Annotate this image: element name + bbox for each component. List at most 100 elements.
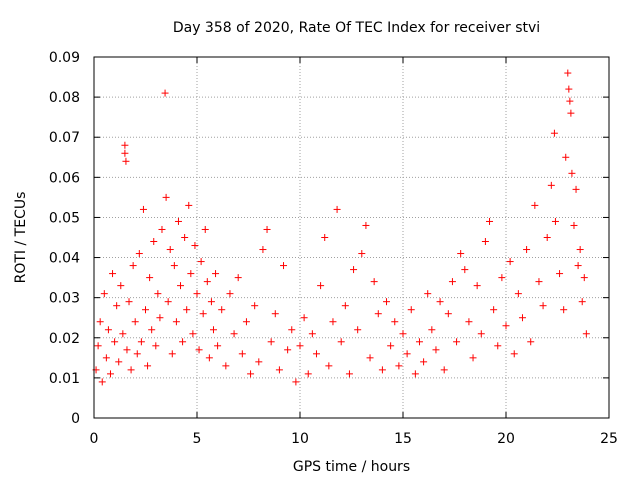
data-point [572,185,580,193]
data-point [259,246,267,254]
data-point [207,298,215,306]
data-point [527,338,535,346]
data-point [345,370,353,378]
data-point [255,358,263,366]
data-point [562,153,570,161]
data-point [181,234,189,241]
data-point [187,270,195,278]
data-point [271,310,279,318]
data-point [133,350,141,358]
data-point [362,221,370,229]
data-point [518,314,526,322]
y-tick-label: 0.01 [49,371,80,387]
data-point [514,290,522,298]
data-point [121,149,129,157]
data-point [403,350,411,358]
data-point [161,89,169,97]
data-point [440,366,448,374]
data-point [378,366,386,374]
data-point [197,258,205,266]
data-point [201,225,209,233]
data-point [370,278,378,286]
data-point [469,354,477,362]
data-point [125,298,133,306]
data-point [481,238,489,246]
data-point [154,290,162,298]
data-point [247,370,255,378]
data-point [106,370,114,378]
data-point [189,330,197,338]
data-point [411,370,419,378]
data-points [92,69,590,386]
grid-lines [94,57,609,418]
data-point [531,201,539,209]
y-tick-label: 0.02 [49,331,80,347]
data-point [242,318,250,326]
data-point [94,342,102,350]
data-point [329,318,337,326]
data-point [98,378,106,386]
data-point [574,262,582,270]
data-point [193,290,201,298]
plot-frame [93,56,610,419]
data-point [185,201,193,209]
data-point [461,266,469,274]
data-point [117,282,125,290]
data-point [539,302,547,310]
x-tick-label: 5 [193,431,202,447]
tick-labels: 0 0.01 0.02 0.03 0.04 0.05 0.06 0.07 0.08 0.09 0 5 1… [49,50,618,447]
data-point [100,290,108,298]
data-point [214,342,222,350]
data-point [428,326,436,334]
data-point [288,326,296,334]
data-point [162,193,170,201]
data-point [424,290,432,298]
data-point [354,326,362,334]
data-point [506,258,514,266]
x-tick-label: 0 [90,431,99,447]
data-point [465,318,473,326]
data-point [137,338,145,346]
data-point [494,342,502,350]
data-point [212,270,220,278]
data-point [477,330,485,338]
x-tick-label: 20 [497,431,515,447]
data-point [566,97,574,105]
data-point [366,354,374,362]
y-axis-label: ROTI / TECUs [13,192,29,284]
data-point [457,250,465,258]
data-point [453,338,461,346]
data-point [304,370,312,378]
data-point [195,346,203,354]
x-tick-label: 10 [291,431,309,447]
data-point [284,346,292,354]
data-point [300,314,308,322]
data-point [96,318,104,326]
data-point [146,274,154,282]
data-point [325,362,333,370]
y-tick-label: 0.04 [49,251,80,267]
data-point [523,246,531,254]
data-point [191,242,199,250]
data-point [119,330,127,338]
data-point [148,326,156,334]
data-point [156,314,164,322]
data-point [576,246,584,254]
y-tick-label: 0 [71,411,80,427]
data-point [550,129,558,137]
data-point [391,318,399,326]
axis-ticks [93,56,610,419]
data-point [567,109,575,117]
data-point [230,330,238,338]
data-point [170,262,178,270]
data-point [399,330,407,338]
y-tick-label: 0.07 [49,130,80,146]
data-point [139,205,147,213]
data-point [547,181,555,189]
data-point [333,205,341,213]
data-point [556,270,564,278]
data-point [168,350,176,358]
data-point [205,354,213,362]
data-point [222,362,230,370]
data-point [350,266,358,274]
